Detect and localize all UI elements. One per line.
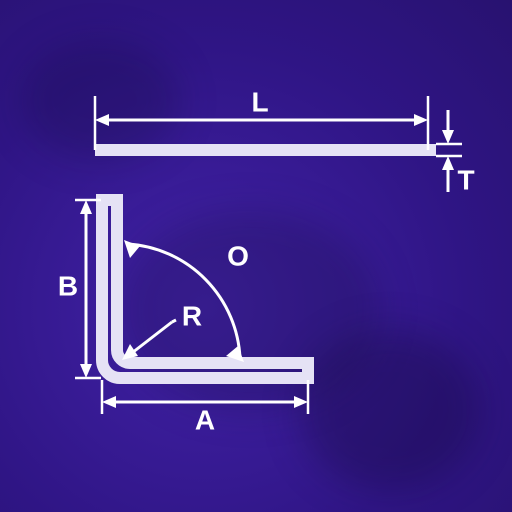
label-O: O <box>227 240 249 271</box>
dim-T: T <box>436 110 475 195</box>
label-A: A <box>195 404 215 435</box>
bend-diagram: L T B A O <box>0 0 512 512</box>
dim-L: L <box>95 86 428 150</box>
label-L: L <box>251 86 268 117</box>
label-T: T <box>457 164 474 195</box>
dim-A: A <box>102 380 308 435</box>
dim-B: B <box>58 200 101 378</box>
dim-R: R <box>122 300 202 360</box>
label-B: B <box>58 270 78 301</box>
label-R: R <box>182 300 202 331</box>
